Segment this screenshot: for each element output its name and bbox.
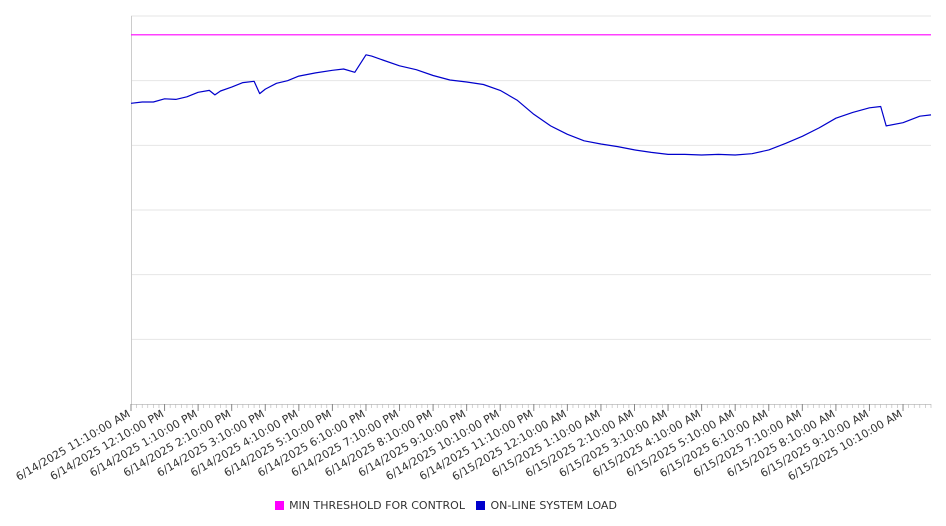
x-axis-labels: 6/14/2025 11:10:00 AM6/14/2025 12:10:00 … <box>14 404 905 484</box>
series-line-system-load <box>130 54 932 156</box>
grid-lines <box>131 15 931 340</box>
series-layer <box>130 34 932 156</box>
legend-swatch-system-load <box>476 501 486 510</box>
chart-legend: MIN THRESHOLD FOR CONTROL ON-LINE SYSTEM… <box>0 499 892 512</box>
legend-label-system-load: ON-LINE SYSTEM LOAD <box>490 499 617 512</box>
legend-item-system-load[interactable]: ON-LINE SYSTEM LOAD <box>476 499 617 512</box>
legend-swatch-min-threshold <box>275 501 285 510</box>
legend-item-min-threshold[interactable]: MIN THRESHOLD FOR CONTROL <box>275 499 465 512</box>
legend-label-min-threshold: MIN THRESHOLD FOR CONTROL <box>289 499 465 512</box>
chart-axes <box>130 16 932 408</box>
